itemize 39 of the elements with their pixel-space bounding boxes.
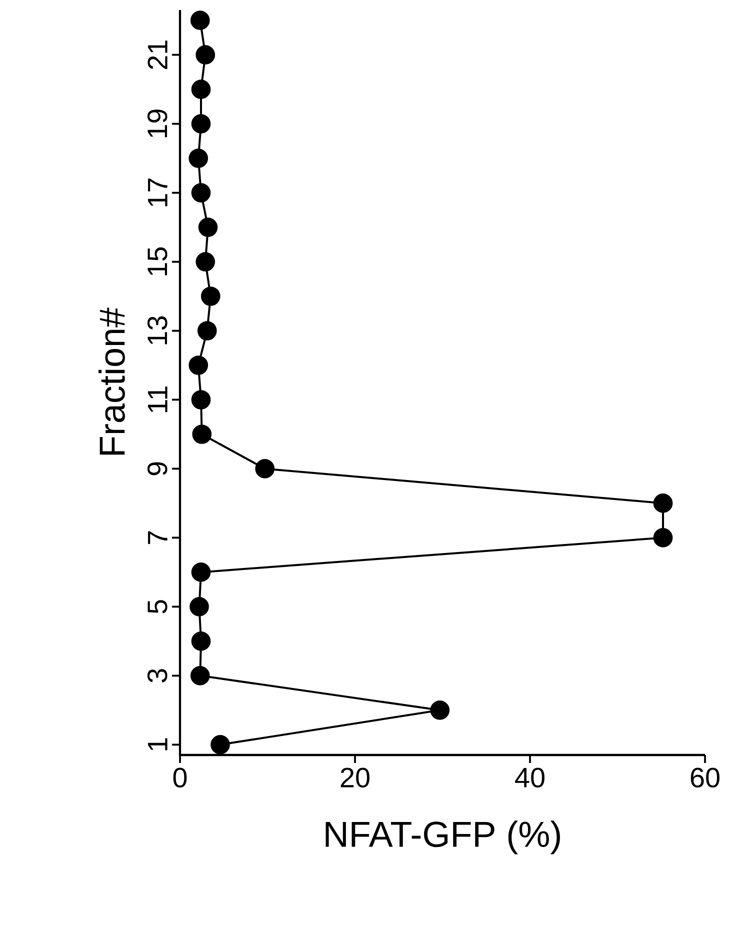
y-tick-label: 11 (148, 386, 168, 412)
point (198, 218, 218, 237)
y-tick-label: 17 (148, 178, 168, 206)
y-tick-label: 3 (147, 669, 168, 682)
point (190, 666, 210, 686)
point (196, 45, 216, 64)
y-tick-label: 19 (147, 110, 168, 138)
point (188, 356, 208, 375)
x-tick-label: 60 (690, 768, 720, 788)
y-tick-label: 5 (148, 600, 168, 614)
point (191, 390, 211, 410)
point (255, 459, 275, 478)
point (188, 148, 208, 168)
x-tick-label: 0 (173, 768, 187, 788)
point (191, 114, 211, 134)
y-tick-label: 21 (148, 40, 168, 69)
point (430, 700, 450, 720)
point (196, 252, 216, 272)
y-tick-label: 15 (148, 247, 168, 276)
point (191, 632, 211, 651)
y-tick-label: 13 (147, 316, 168, 344)
x-tick-label: 40 (515, 768, 544, 788)
y-tick-label: 9 (147, 462, 168, 476)
x-axis-title: NFAT-GFP (%) (326, 820, 560, 854)
y-axis-title: Fraction# (98, 308, 125, 455)
y-tick-label: 7 (148, 531, 168, 544)
point (197, 321, 217, 340)
point (190, 597, 209, 616)
point (192, 424, 212, 444)
point (190, 10, 210, 30)
point (191, 183, 211, 202)
point (653, 528, 673, 548)
y-tick-label: 1 (148, 738, 168, 750)
point (653, 494, 673, 513)
point (191, 562, 211, 582)
point (200, 286, 220, 306)
x-tick-label: 20 (340, 768, 370, 788)
point (191, 80, 211, 99)
point (210, 734, 230, 754)
